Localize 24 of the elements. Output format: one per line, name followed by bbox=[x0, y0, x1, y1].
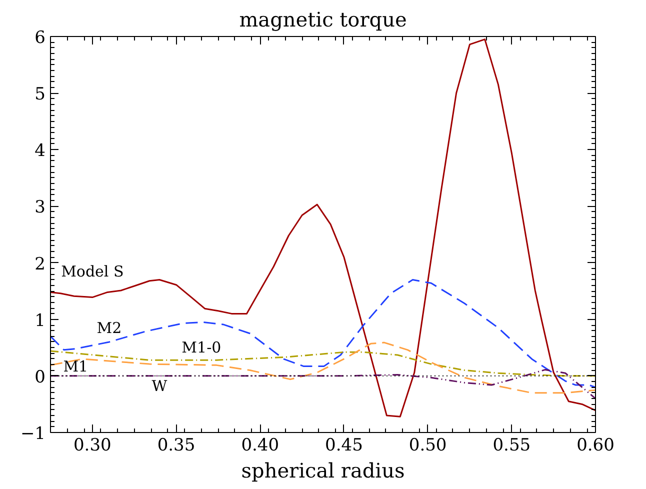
line-series bbox=[50, 38, 596, 418]
series-label: Model S bbox=[61, 262, 124, 280]
y-tick-label: 0 bbox=[34, 367, 46, 388]
x-tick-label: 0.45 bbox=[325, 436, 363, 456]
x-tick-label: 0.60 bbox=[576, 436, 614, 456]
chart-title: magnetic torque bbox=[239, 8, 407, 32]
x-tick-label: 0.30 bbox=[73, 436, 112, 456]
y-tick-label: 3 bbox=[34, 198, 46, 218]
series-label: W bbox=[152, 377, 168, 396]
x-tick-label: 0.50 bbox=[408, 436, 447, 456]
y-tick-label: 6 bbox=[34, 28, 46, 48]
x-tick-label: 0.40 bbox=[241, 436, 280, 456]
series-label: M1-0 bbox=[182, 338, 222, 357]
x-tick-label: 0.55 bbox=[492, 436, 531, 456]
y-tick-label: −1 bbox=[20, 424, 46, 444]
y-tick-label: 4 bbox=[34, 141, 46, 162]
x-tick-label: 0.35 bbox=[157, 436, 196, 456]
y-tick-label: 1 bbox=[34, 310, 46, 331]
y-tick-label: 2 bbox=[34, 254, 46, 274]
x-axis-title: spherical radius bbox=[241, 458, 405, 482]
line-series bbox=[50, 342, 596, 394]
y-tick-label: 5 bbox=[34, 84, 46, 105]
series-label: M1 bbox=[63, 357, 88, 376]
series-label: M2 bbox=[96, 318, 122, 337]
